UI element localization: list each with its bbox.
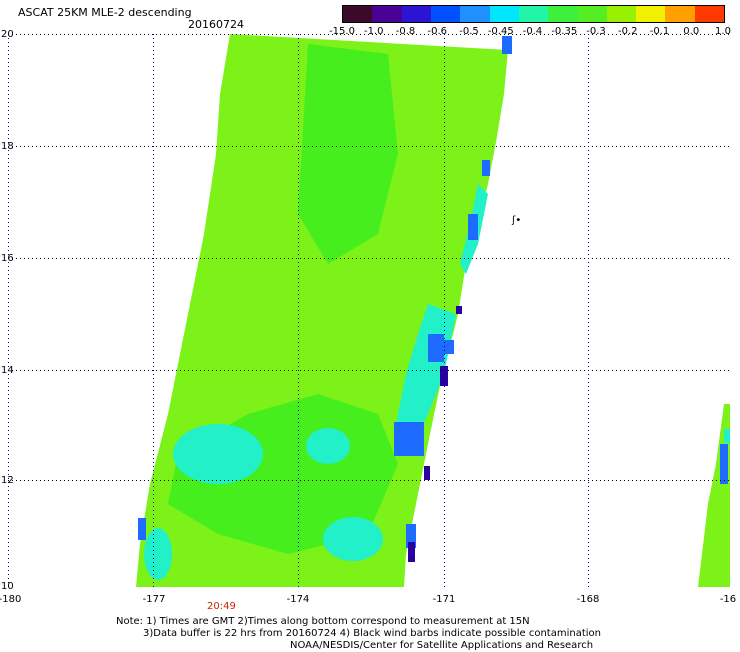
swath-pixel (428, 334, 444, 362)
colorbar-swatch-11 (665, 6, 695, 22)
longitude-label: -177 (142, 594, 166, 605)
colorbar-label: 1.0 (715, 26, 731, 37)
colorbar-label: 0.0 (683, 26, 700, 37)
wind-swath-map: ʃ• (8, 34, 730, 587)
colorbar-swatch-1 (372, 6, 402, 22)
colorbar-label: -0.45 (487, 26, 514, 37)
colorbar-swatch-9 (606, 6, 637, 22)
colorbar-label: -0.1 (649, 26, 670, 37)
time-label: 20:49 (207, 601, 236, 612)
swath-cyan-patch (144, 528, 172, 580)
swath-pixel (408, 542, 415, 562)
colorbar-swatch-0 (343, 6, 373, 22)
latitude-label: 16 (1, 253, 14, 264)
longitude-label: -174 (286, 594, 310, 605)
wind-barb-marker: ʃ• (511, 215, 521, 226)
colorbar-swatch-4 (460, 6, 490, 22)
longitude-label: -168 (576, 594, 600, 605)
swath-pixel (482, 160, 490, 176)
swath-cyan-patch (306, 428, 350, 464)
longitude-label: -180 (0, 594, 22, 605)
colorbar-label: -0.8 (395, 26, 416, 37)
colorbar-swatch-3 (430, 6, 461, 22)
colorbar-label: -0.3 (586, 26, 606, 37)
latitude-label: 20 (1, 29, 14, 40)
swath-pixel (442, 340, 454, 354)
colorbar-swatch-8 (577, 6, 607, 22)
swath-pixel (424, 466, 430, 480)
colorbar-label: -0.6 (427, 26, 448, 37)
swath-pixel (456, 306, 462, 314)
swath-pixel (138, 518, 146, 540)
longitude-label: -171 (432, 594, 456, 605)
colorbar-label: -0.2 (617, 26, 638, 37)
swath-pixel (406, 524, 416, 548)
footer-credit: NOAA/NESDIS/Center for Satellite Applica… (290, 640, 594, 651)
footer-note-line-2: 3)Data buffer is 22 hrs from 20160724 4)… (143, 628, 601, 639)
footer-note-line-1: Note: 1) Times are GMT 2)Times along bot… (116, 616, 530, 627)
swath-cyan-patch (173, 424, 263, 484)
map-plot-area: ʃ• (8, 34, 730, 587)
colorbar-swatch-5 (489, 6, 519, 22)
map-date: 20160724 (188, 18, 244, 31)
longitude-label: -16 (719, 594, 737, 605)
colorbar-label: -15.0 (329, 26, 355, 37)
gridlines (8, 34, 730, 587)
swath-cyan-patch (323, 517, 383, 561)
colorbar-swatch-2 (401, 6, 431, 22)
latitude-label: 14 (1, 365, 14, 376)
colorbar-label: -0.35 (551, 26, 578, 37)
latitude-label: 18 (1, 141, 14, 152)
swath-pixel (468, 214, 478, 240)
colorbar-label: -1.0 (363, 26, 384, 37)
swath-pixel (502, 36, 512, 54)
swath-dark-region (298, 44, 398, 264)
colorbar (342, 5, 725, 23)
colorbar-swatch-10 (636, 6, 666, 22)
swath-pixel (720, 444, 728, 484)
map-title: ASCAT 25KM MLE-2 descending (18, 6, 192, 19)
swath-pixel (440, 366, 448, 386)
colorbar-swatch-6 (518, 6, 549, 22)
colorbar-label: -0.4 (522, 26, 543, 37)
colorbar-swatch-12 (694, 6, 725, 22)
colorbar-label: -0.5 (459, 26, 479, 37)
colorbar-swatch-7 (548, 6, 578, 22)
latitude-label: 10 (1, 581, 14, 592)
swath-pixel (724, 429, 730, 443)
swath-pixel (394, 422, 424, 456)
latitude-label: 12 (1, 475, 14, 486)
swath-layer (136, 34, 730, 587)
